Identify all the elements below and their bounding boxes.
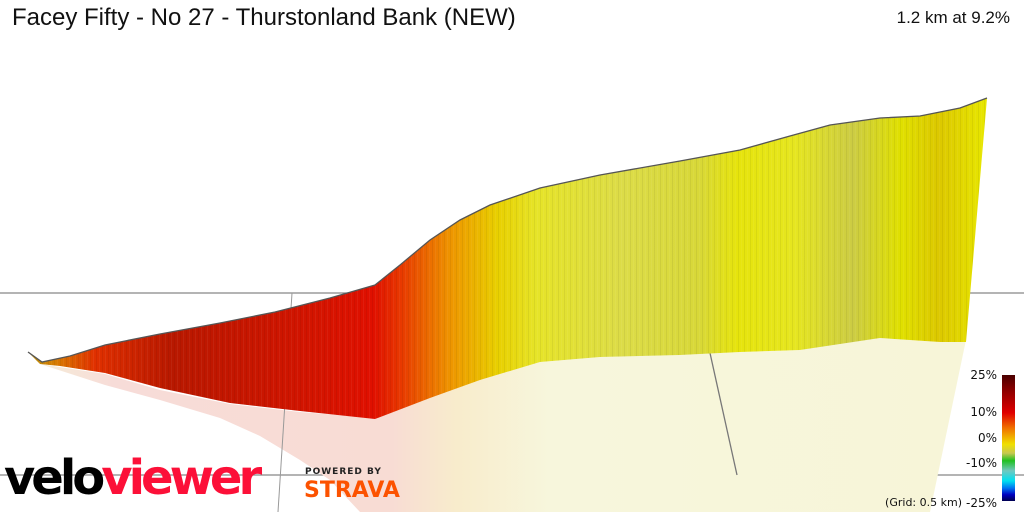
- veloviewer-logo[interactable]: veloviewer: [4, 448, 262, 508]
- profile-shadow: [40, 338, 966, 512]
- legend-label-high: 10%: [970, 405, 997, 419]
- grid-line-vertical-2: [709, 352, 738, 476]
- segment-summary: 1.2 km at 9.2%: [896, 8, 1010, 27]
- powered-by-label: POWERED BY: [305, 467, 382, 477]
- legend-label-min: -25%: [965, 496, 997, 510]
- segment-title: Facey Fifty - No 27 - Thurstonland Bank …: [12, 4, 516, 31]
- logo-viewer-text: viewer: [101, 450, 262, 506]
- strava-logo[interactable]: STRAVA: [304, 478, 400, 503]
- legend-label-zero: 0%: [977, 431, 997, 445]
- legend-label-neg: -10%: [965, 456, 997, 470]
- logo-velo-text: velo: [4, 450, 105, 506]
- gradient-color-bar: [1002, 375, 1015, 501]
- legend-label-max: 25%: [970, 368, 997, 382]
- profile-wall-texture: [28, 98, 987, 419]
- grid-spacing-note: (Grid: 0.5 km): [885, 496, 962, 509]
- profile-top-outline: [27, 97, 988, 363]
